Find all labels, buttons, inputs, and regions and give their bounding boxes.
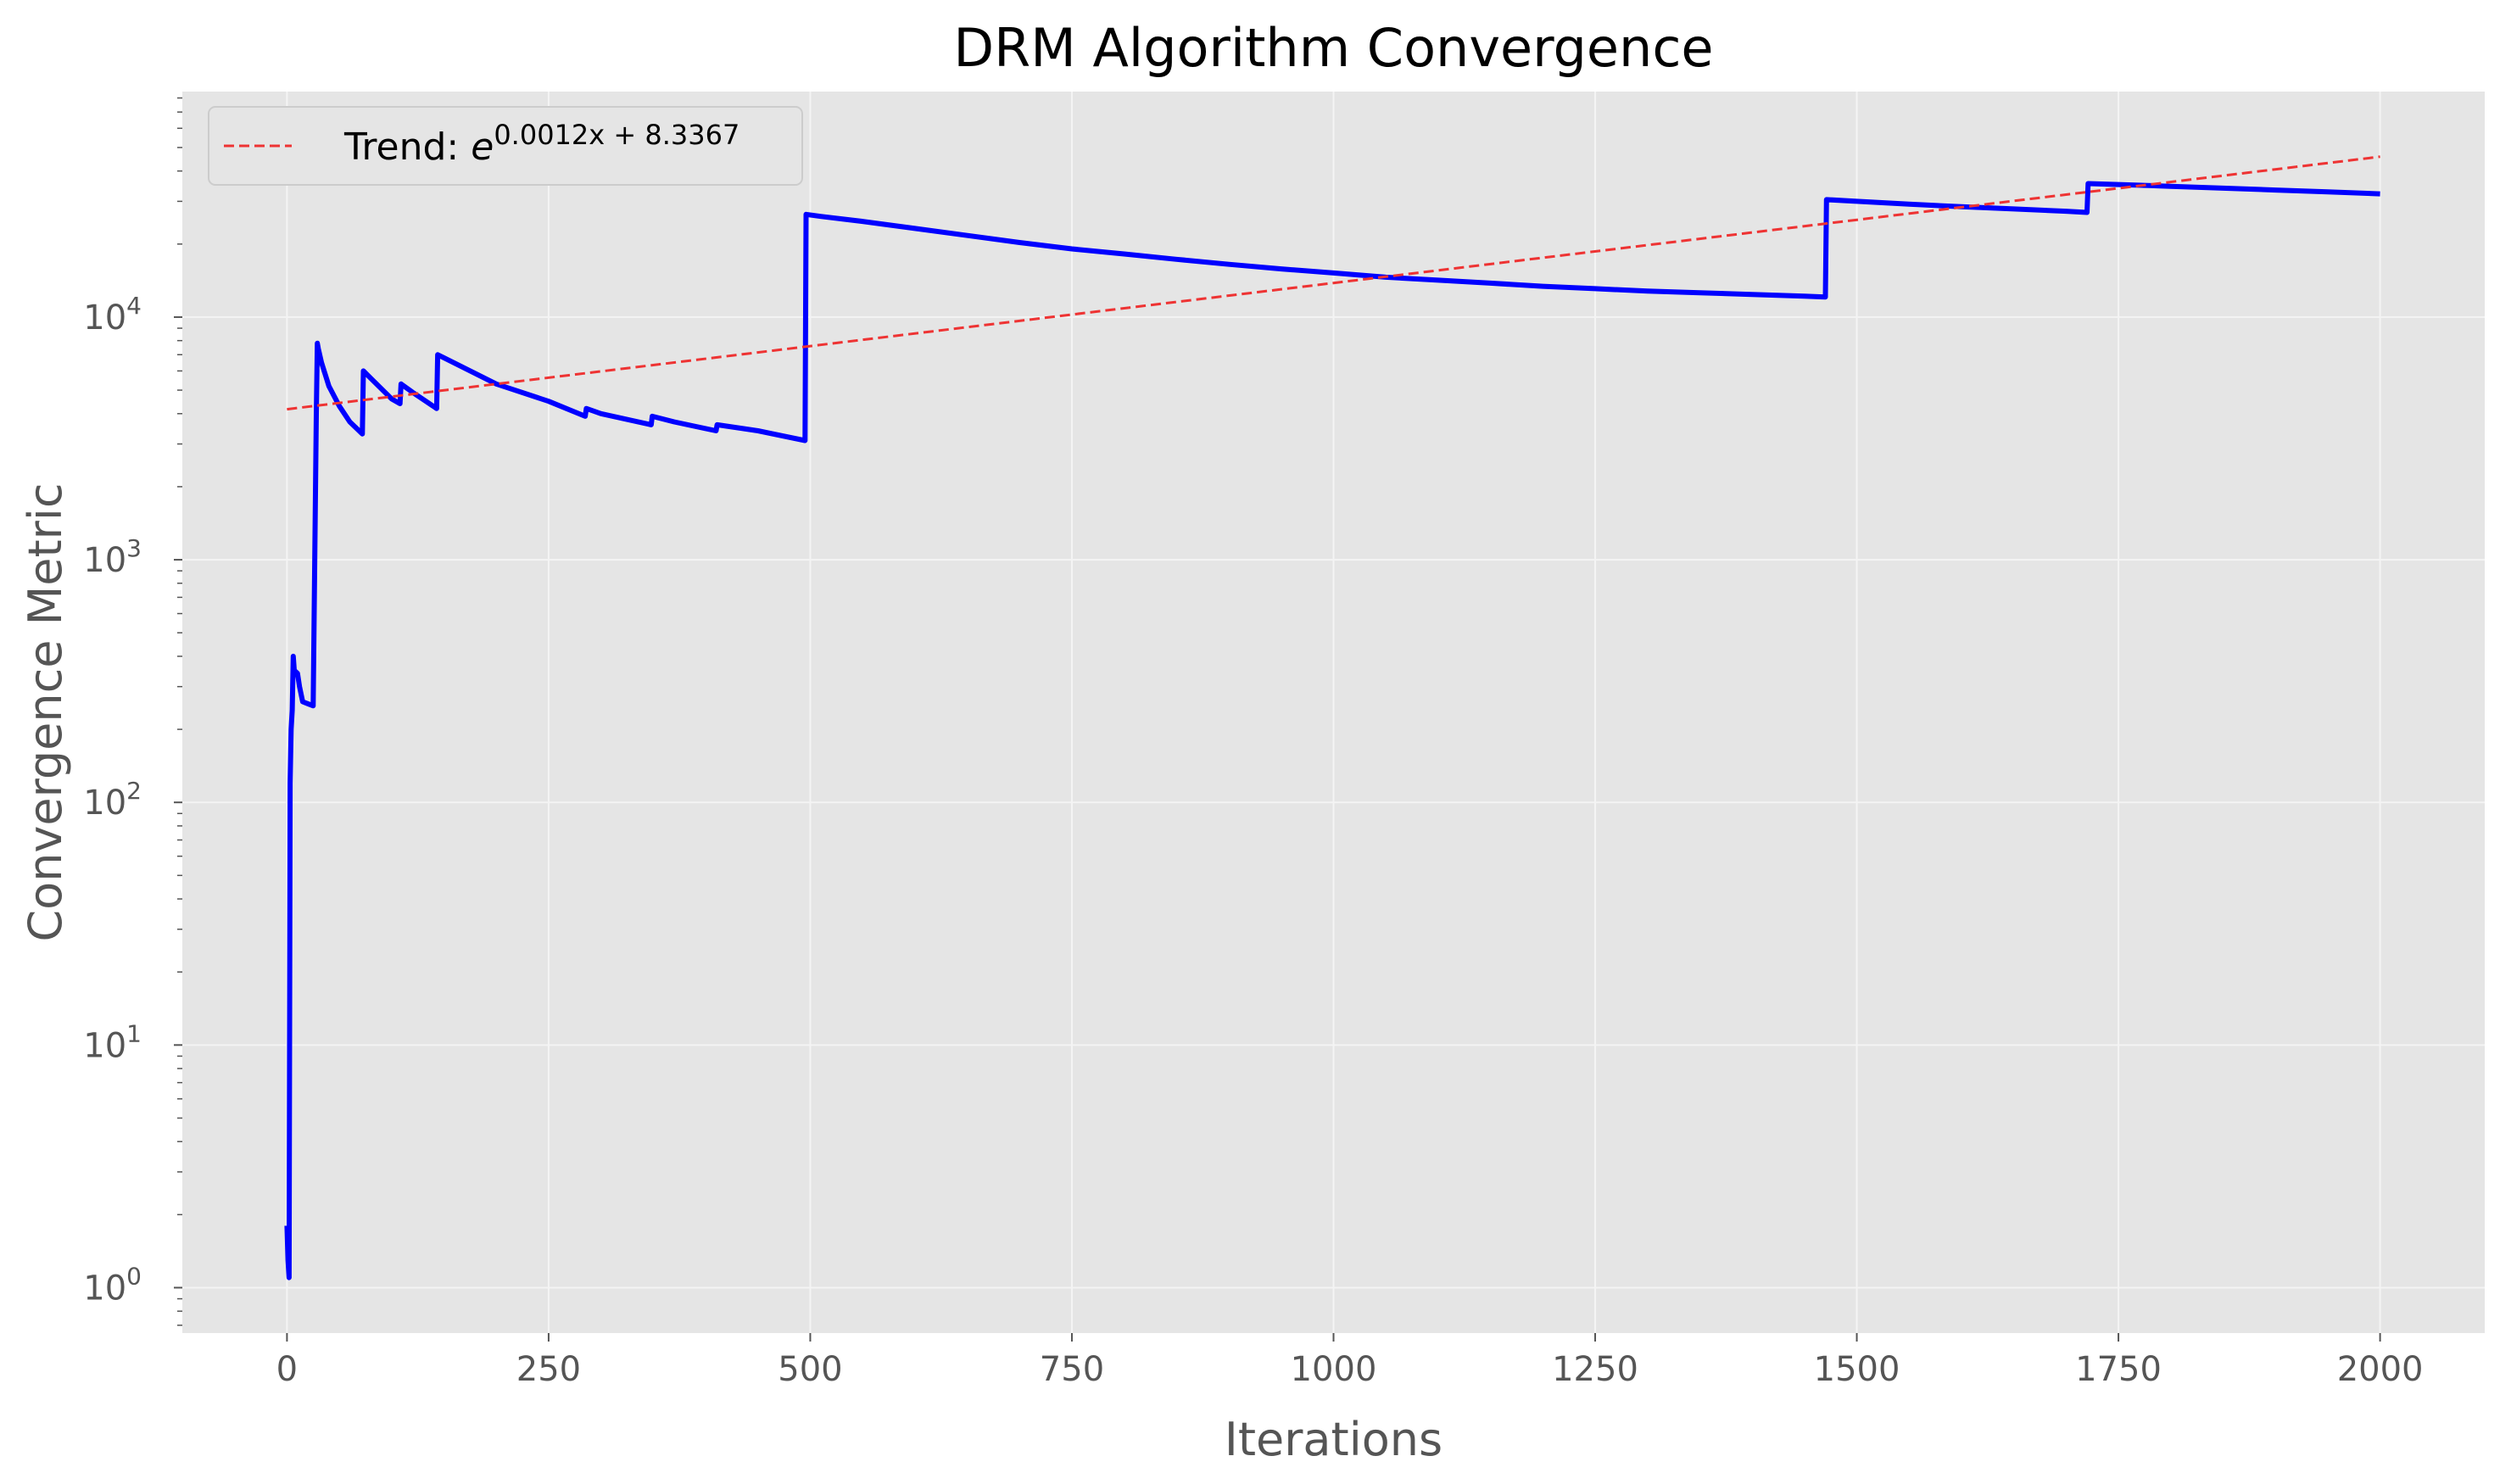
x-axis-label: Iterations [1225,1413,1443,1466]
y-minor-ticks [177,97,182,1326]
x-tick-label: 1000 [1291,1350,1377,1389]
legend-label-exp: 0.0012x + 8.3367 [494,119,739,151]
legend-label-trend: Trend: e0.0012x + 8.3367 [343,119,739,169]
legend: Trend: e0.0012x + 8.3367 [208,106,803,186]
x-tick-label: 1500 [1814,1350,1900,1389]
y-tick-label: 103 [83,534,142,580]
legend-box [208,106,803,186]
grid [182,92,2485,1333]
y-tick-label: 100 [83,1262,142,1308]
legend-label-exp-base: e [471,126,494,169]
x-tick-label: 0 [276,1350,298,1389]
x-tick-label: 500 [778,1350,842,1389]
x-ticks: 0 250 500 750 1000 1250 1500 1750 2000 [276,1333,2424,1389]
x-tick-label: 750 [1040,1350,1104,1389]
legend-label-text: Trend: [343,126,471,169]
y-axis-label: Convergence Metric [19,483,72,941]
convergence-line [284,181,2380,1280]
chart-title: DRM Algorithm Convergence [953,17,1713,79]
x-tick-label: 1250 [1552,1350,1638,1389]
y-tick-label: 102 [83,777,142,823]
y-tick-label: 101 [83,1019,142,1065]
x-tick-label: 2000 [2337,1350,2424,1389]
y-ticks: 100 101 102 103 104 [83,292,182,1308]
x-tick-label: 1750 [2075,1350,2162,1389]
y-tick-label: 104 [83,292,142,338]
x-tick-label: 250 [516,1350,581,1389]
trend-line [287,155,2380,411]
series-layer [284,155,2380,1280]
